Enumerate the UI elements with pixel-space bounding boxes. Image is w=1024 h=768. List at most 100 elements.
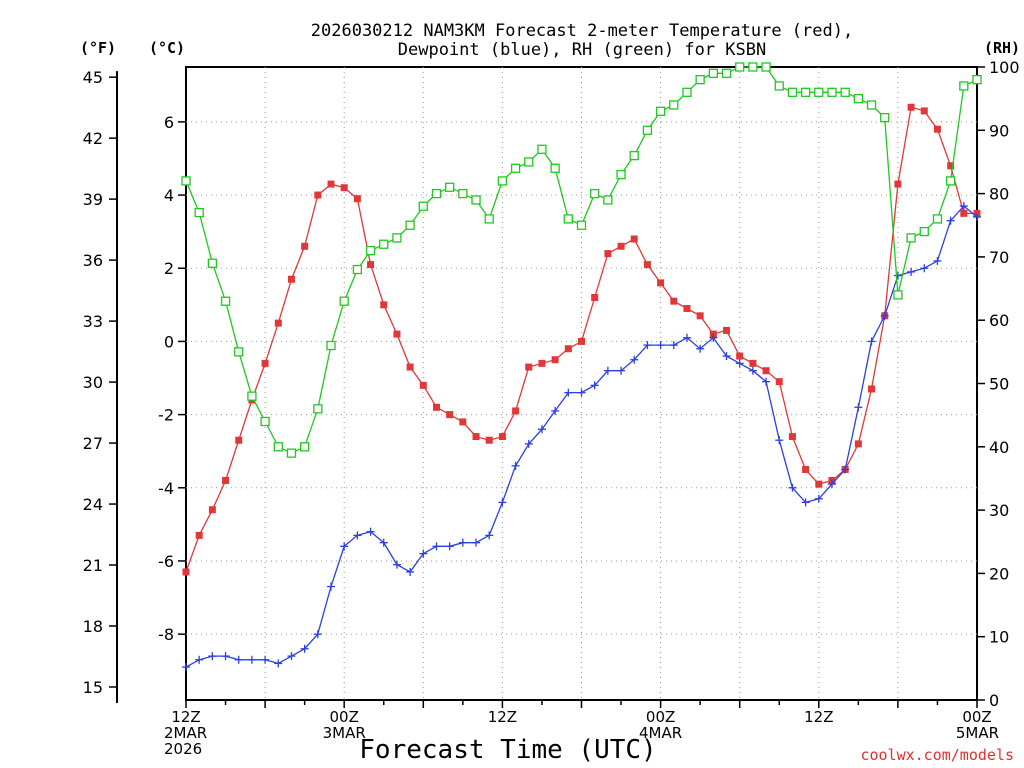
- rh-point: [550, 163, 560, 173]
- temperature-point: [538, 359, 546, 367]
- rh-point: [247, 391, 257, 401]
- rh-point: [959, 81, 969, 91]
- dewpoint-point: [656, 341, 665, 350]
- rh-point: [524, 157, 534, 167]
- temperature-point: [195, 531, 203, 539]
- dewpoint-point: [788, 483, 797, 492]
- dewpoint-point: [419, 549, 428, 558]
- x-tick-label: 12Z: [488, 708, 517, 726]
- x-axis-label: Forecast Time (UTC): [359, 735, 656, 765]
- rh-tick-label: 100: [989, 58, 1020, 77]
- temperature-point: [353, 195, 361, 203]
- dewpoint-point: [300, 644, 309, 653]
- celsius-tick-label: 0: [164, 332, 174, 351]
- dewpoint-point: [841, 465, 850, 474]
- temperature-point: [591, 294, 599, 302]
- dewpoint-point: [498, 498, 507, 507]
- dewpoint-point: [617, 366, 626, 375]
- rh-point: [220, 296, 231, 306]
- fahrenheit-tick-label: 18: [83, 617, 103, 636]
- fahrenheit-tick-label: 45: [83, 68, 103, 87]
- rh-point: [695, 75, 705, 85]
- dewpoint-point: [274, 659, 283, 668]
- rh-point: [919, 226, 929, 237]
- temperature-point: [815, 480, 823, 488]
- rh-point: [616, 169, 626, 180]
- temperature-point: [564, 345, 572, 353]
- temperature-point: [182, 568, 190, 576]
- temperature-point: [604, 250, 612, 258]
- rh-point: [800, 87, 811, 97]
- rh-point: [194, 207, 204, 218]
- temperature-point: [340, 184, 348, 192]
- rh-point: [945, 176, 956, 186]
- temperature-point: [327, 180, 335, 188]
- dewpoint-point: [590, 381, 599, 390]
- temperature-point: [802, 465, 810, 473]
- x-tick-label: 5MAR: [956, 724, 999, 742]
- dewpoint-point: [327, 582, 336, 591]
- dewpoint-point: [577, 388, 586, 397]
- rh-point: [299, 442, 310, 452]
- temperature-point: [208, 506, 216, 514]
- x-tick-label: 12Z: [804, 708, 833, 726]
- temperature-point: [775, 378, 783, 386]
- temperature-point: [933, 125, 941, 133]
- temperature-point: [274, 319, 282, 327]
- rh-point: [774, 81, 784, 91]
- rh-point: [682, 87, 692, 97]
- x-tick-label: 00Z: [330, 708, 359, 726]
- dewpoint-point: [353, 531, 362, 540]
- x-tick-label: 4MAR: [639, 724, 682, 742]
- celsius-axis: -8 -6 -4 -2 0 2 4 6: [158, 113, 186, 644]
- dewpoint-point: [472, 538, 481, 547]
- dewpoint-point: [630, 355, 639, 364]
- celsius-tick-label: 2: [164, 259, 174, 278]
- rh-point: [880, 112, 890, 123]
- rh-point: [392, 233, 402, 243]
- rh-point: [286, 448, 297, 458]
- rh-point: [972, 75, 982, 85]
- dewpoint-point: [603, 366, 612, 375]
- temperature-point: [854, 440, 862, 448]
- rh-point: [405, 220, 415, 230]
- dewpoint-point: [880, 311, 889, 320]
- temperature-point: [907, 103, 915, 111]
- rh-point: [655, 106, 666, 116]
- rh-point: [642, 125, 653, 135]
- temperature-point: [894, 180, 902, 188]
- rh-point: [207, 258, 218, 268]
- temperature-point: [432, 403, 440, 411]
- dewpoint-point: [221, 652, 230, 661]
- temperature-point: [287, 275, 295, 283]
- rh-point: [603, 195, 613, 205]
- x-tick-label: 3MAR: [323, 724, 366, 742]
- temperature-point: [788, 433, 796, 441]
- dewpoint-point: [485, 531, 494, 540]
- fahrenheit-tick-label: 15: [83, 678, 103, 697]
- temperature-point: [459, 418, 467, 426]
- rh-unit-label: (RH): [984, 39, 1020, 57]
- temperature-point: [762, 367, 770, 375]
- temperature-point: [643, 261, 651, 269]
- rh-point: [260, 416, 270, 427]
- temperature-point: [696, 312, 704, 320]
- rh-point: [906, 233, 916, 243]
- dewpoint-point: [682, 333, 691, 342]
- rh-tick-label: 20: [989, 564, 1009, 583]
- temperature-point: [301, 242, 309, 250]
- rh-point: [721, 68, 732, 78]
- temperature-point: [578, 337, 585, 345]
- fahrenheit-tick-label: 42: [83, 129, 103, 148]
- temperature-point: [498, 433, 506, 441]
- rh-point: [326, 340, 336, 351]
- temperature-point: [446, 411, 454, 419]
- rh-axis: 0 10 20 30 40 50 60 70 80 90 100: [977, 58, 1020, 710]
- rh-tick-label: 90: [989, 121, 1009, 140]
- fahrenheit-tick-label: 27: [83, 434, 103, 453]
- dewpoint-point: [366, 527, 375, 536]
- rh-point: [510, 163, 521, 173]
- x-tick-label: 2MAR: [164, 724, 207, 742]
